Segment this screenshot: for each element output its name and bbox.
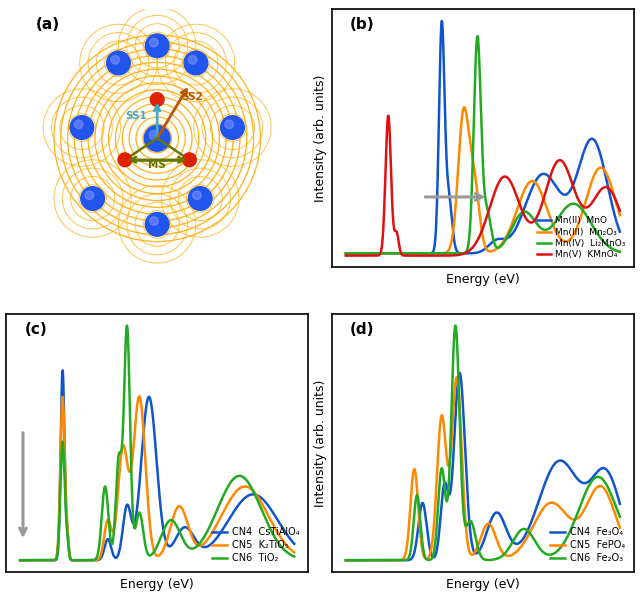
Circle shape [188, 55, 197, 64]
Circle shape [149, 130, 159, 140]
Y-axis label: Intensity (arb. units): Intensity (arb. units) [314, 74, 326, 202]
Text: MS: MS [148, 161, 166, 170]
Y-axis label: Intensity (arb. units): Intensity (arb. units) [314, 379, 326, 507]
Circle shape [85, 191, 93, 200]
Circle shape [118, 153, 132, 167]
Circle shape [111, 55, 120, 64]
Circle shape [150, 93, 164, 106]
X-axis label: Energy (eV): Energy (eV) [446, 273, 520, 286]
Circle shape [81, 187, 104, 210]
Legend: Mn(II)  MnO, Mn(III)  Mn₂O₃, Mn(IV)  Li₂MnO₃, Mn(V)  KMnO₄: Mn(II) MnO, Mn(III) Mn₂O₃, Mn(IV) Li₂MnO… [533, 213, 629, 263]
Text: (d): (d) [350, 322, 374, 336]
Text: SS1: SS1 [125, 111, 147, 121]
Legend: CN4  CsTiAlO₄, CN5  K₂TiO₅, CN6  TiO₂: CN4 CsTiAlO₄, CN5 K₂TiO₅, CN6 TiO₂ [208, 523, 303, 567]
Text: (b): (b) [350, 17, 375, 32]
Circle shape [184, 51, 208, 75]
X-axis label: Energy (eV): Energy (eV) [120, 577, 194, 590]
Circle shape [145, 34, 169, 58]
Circle shape [193, 191, 201, 200]
Circle shape [74, 120, 83, 129]
Circle shape [188, 187, 212, 210]
Circle shape [70, 116, 93, 140]
Text: (c): (c) [24, 322, 47, 336]
Circle shape [144, 125, 170, 151]
Circle shape [225, 120, 234, 129]
Text: SS2: SS2 [181, 92, 203, 101]
Circle shape [221, 116, 244, 140]
Legend: CN4  Fe₃O₄, CN5  FePO₄, CN6  Fe₂O₃: CN4 Fe₃O₄, CN5 FePO₄, CN6 Fe₂O₃ [547, 523, 628, 567]
Circle shape [182, 153, 196, 167]
Circle shape [107, 51, 131, 75]
Circle shape [145, 213, 169, 236]
X-axis label: Energy (eV): Energy (eV) [446, 577, 520, 590]
Circle shape [150, 217, 158, 226]
Circle shape [150, 38, 158, 47]
Y-axis label: Intensity (arb. units): Intensity (arb. units) [0, 379, 1, 507]
Text: (a): (a) [36, 17, 60, 32]
